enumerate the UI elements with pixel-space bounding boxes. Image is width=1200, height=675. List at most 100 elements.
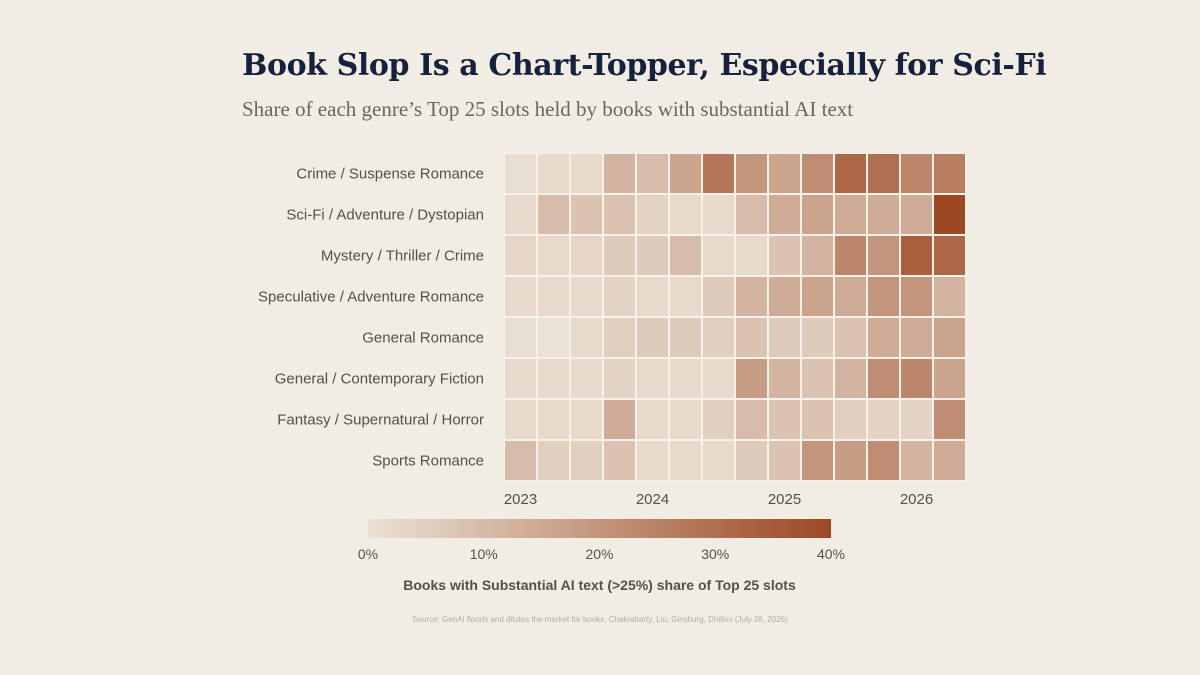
heatmap-cell — [505, 195, 536, 234]
heatmap-cell — [901, 236, 932, 275]
heatmap-cell — [835, 318, 866, 357]
heatmap-cell — [637, 441, 668, 480]
row-label: General Romance — [362, 330, 484, 347]
heatmap-cell — [802, 277, 833, 316]
heatmap-cell — [934, 236, 965, 275]
heatmap-cell — [505, 441, 536, 480]
heatmap-cell — [769, 154, 800, 193]
heatmap-cell — [736, 400, 767, 439]
colorbar-tick-label: 10% — [470, 546, 498, 562]
row-label: Sports Romance — [372, 453, 484, 470]
heatmap-cell — [604, 318, 635, 357]
heatmap-cell — [934, 195, 965, 234]
heatmap-cell — [637, 277, 668, 316]
heatmap-cell — [703, 400, 734, 439]
row-label: General / Contemporary Fiction — [275, 371, 484, 388]
heatmap-cell — [736, 441, 767, 480]
heatmap-cell — [868, 195, 899, 234]
heatmap-cell — [571, 154, 602, 193]
heatmap-cell — [637, 400, 668, 439]
heatmap-cell — [571, 236, 602, 275]
heatmap-cell — [670, 359, 701, 398]
heatmap-cell — [769, 400, 800, 439]
heatmap-cell — [769, 359, 800, 398]
heatmap-cell — [703, 195, 734, 234]
heatmap-cell — [835, 236, 866, 275]
heatmap-cell — [868, 359, 899, 398]
heatmap-cell — [802, 236, 833, 275]
heatmap-cell — [505, 359, 536, 398]
chart-subtitle: Share of each genre’s Top 25 slots held … — [242, 97, 854, 121]
heatmap-cell — [670, 441, 701, 480]
heatmap-cell — [604, 359, 635, 398]
heatmap-cell — [571, 400, 602, 439]
chart-title: Book Slop Is a Chart-Topper, Especially … — [242, 48, 1047, 83]
heatmap-cell — [703, 318, 734, 357]
heatmap-cell — [934, 441, 965, 480]
heatmap-cell — [934, 277, 965, 316]
heatmap-cell — [538, 441, 569, 480]
heatmap-cell — [769, 441, 800, 480]
heatmap-cell — [637, 318, 668, 357]
colorbar-tick-label: 0% — [358, 546, 378, 562]
heatmap-cell — [670, 400, 701, 439]
heatmap-cell — [868, 318, 899, 357]
x-tick-label: 2026 — [900, 491, 933, 508]
heatmap-cell — [637, 154, 668, 193]
heatmap-cell — [802, 359, 833, 398]
heatmap-cell — [670, 318, 701, 357]
heatmap-cell — [670, 195, 701, 234]
heatmap-cell — [505, 236, 536, 275]
heatmap-cell — [835, 277, 866, 316]
heatmap-cell — [934, 154, 965, 193]
heatmap-cell — [835, 154, 866, 193]
heatmap-cell — [538, 318, 569, 357]
heatmap-cell — [538, 277, 569, 316]
heatmap-cell — [703, 154, 734, 193]
heatmap-cell — [637, 195, 668, 234]
heatmap-cell — [802, 154, 833, 193]
heatmap-cell — [934, 400, 965, 439]
heatmap-cell — [868, 154, 899, 193]
heatmap-cell — [769, 195, 800, 234]
heatmap-cell — [538, 154, 569, 193]
heatmap-cell — [868, 236, 899, 275]
heatmap-cell — [571, 195, 602, 234]
row-label: Crime / Suspense Romance — [296, 166, 484, 183]
heatmap-cell — [802, 195, 833, 234]
x-axis-tick-labels: 2023 2024 2025 2026 — [504, 491, 933, 508]
heatmap-cell — [736, 277, 767, 316]
heatmap-cell — [637, 236, 668, 275]
heatmap-cell — [571, 318, 602, 357]
heatmap-cell — [901, 318, 932, 357]
heatmap-cell — [868, 400, 899, 439]
heatmap-cell — [670, 236, 701, 275]
heatmap-cell — [604, 400, 635, 439]
heatmap-cell — [769, 236, 800, 275]
heatmap-cell — [901, 359, 932, 398]
heatmap-cell — [703, 441, 734, 480]
colorbar-tick-label: 30% — [701, 546, 729, 562]
heatmap-cell — [604, 236, 635, 275]
row-label: Mystery / Thriller / Crime — [321, 248, 484, 265]
heatmap-cell — [670, 277, 701, 316]
heatmap-cells — [504, 153, 966, 481]
colorbar-tick-labels: 0% 10% 20% 30% 40% — [358, 546, 845, 562]
heatmap-cell — [637, 359, 668, 398]
heatmap-cell — [835, 400, 866, 439]
heatmap-cell — [505, 400, 536, 439]
heatmap-cell — [736, 318, 767, 357]
heatmap-cell — [703, 236, 734, 275]
heatmap-cell — [901, 277, 932, 316]
heatmap-cell — [901, 441, 932, 480]
colorbar-tick-label: 20% — [585, 546, 613, 562]
x-tick-label: 2023 — [504, 491, 537, 508]
heatmap-cell — [769, 277, 800, 316]
heatmap-cell — [736, 236, 767, 275]
heatmap-cell — [868, 277, 899, 316]
x-tick-label: 2025 — [768, 491, 801, 508]
heatmap-cell — [802, 318, 833, 357]
colorbar-tick-label: 40% — [817, 546, 845, 562]
heatmap-cell — [505, 277, 536, 316]
heatmap-cell — [604, 195, 635, 234]
